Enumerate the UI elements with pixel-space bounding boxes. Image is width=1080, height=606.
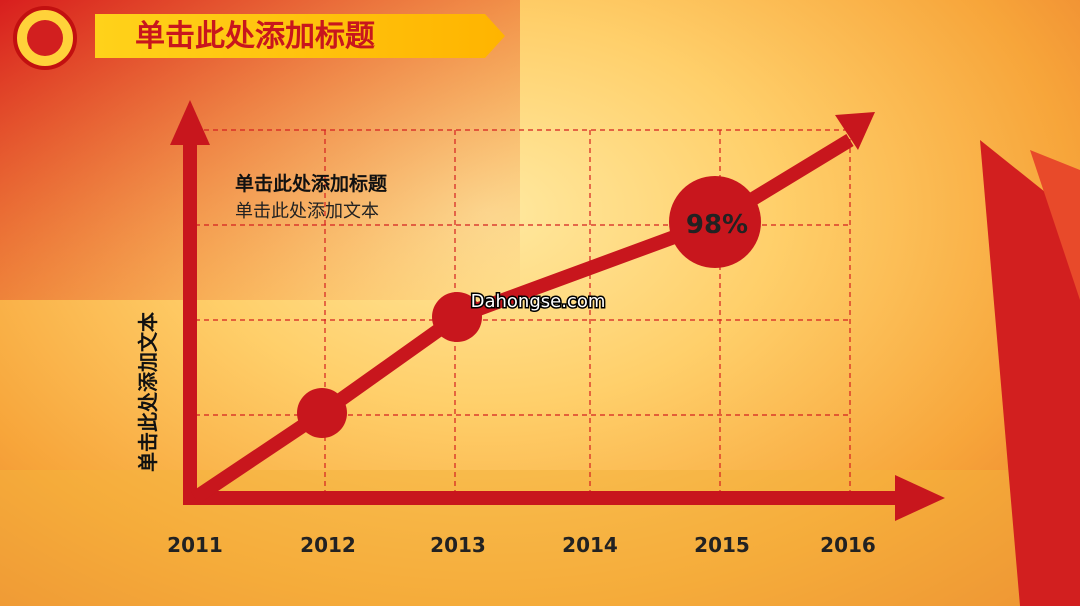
x-label: 2012: [300, 533, 356, 557]
x-label: 2015: [694, 533, 750, 557]
x-label: 2011: [167, 533, 223, 557]
x-label: 2014: [562, 533, 618, 557]
emblem: [13, 6, 77, 70]
x-labels: 2011 2012 2013 2014 2015 2016: [167, 533, 876, 557]
header-title: 单击此处添加标题: [135, 19, 375, 54]
y-axis-label: 单击此处添加文本: [136, 312, 160, 472]
watermark: Dahongse.com: [471, 291, 606, 312]
x-label: 2013: [430, 533, 486, 557]
highlight-label: 98%: [686, 210, 748, 240]
flags-right: [980, 140, 1080, 606]
axes: [170, 100, 945, 521]
title-banner: [95, 14, 505, 58]
x-label: 2016: [820, 533, 876, 557]
chart-title: 单击此处添加标题: [235, 172, 387, 195]
trend-line: [191, 112, 875, 504]
chart-subtitle: 单击此处添加文本: [235, 201, 379, 222]
